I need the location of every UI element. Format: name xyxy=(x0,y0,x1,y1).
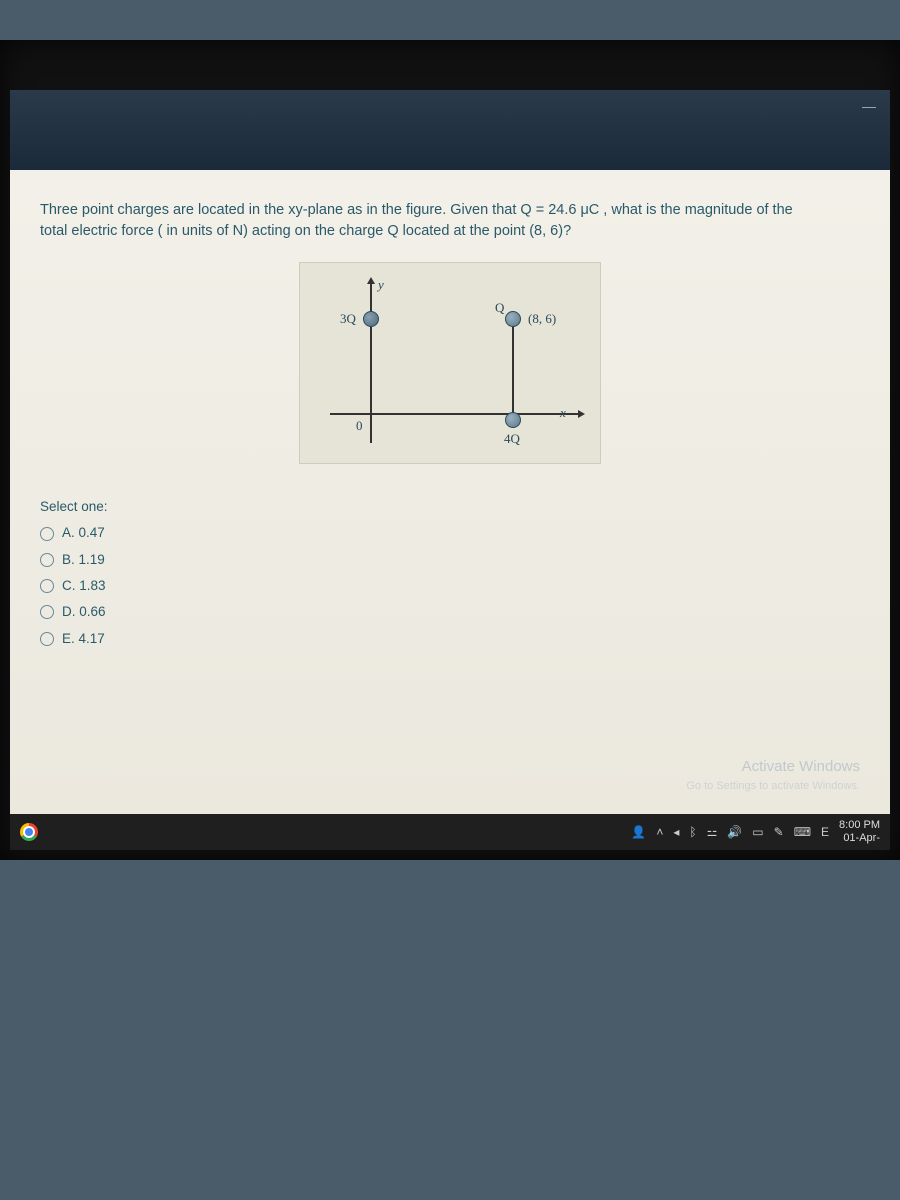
keyboard-icon[interactable]: ⌨ xyxy=(794,825,811,839)
radio-icon[interactable] xyxy=(40,605,54,619)
question-line-2: total electric force ( in units of N) ac… xyxy=(40,223,571,239)
answer-label: D. 0.66 xyxy=(62,599,106,625)
answer-block: Select one: A. 0.47 B. 1.19 C. 1.83 D. 0… xyxy=(40,494,860,652)
wifi-icon[interactable]: ⚍ xyxy=(707,825,718,839)
radio-icon[interactable] xyxy=(40,632,54,646)
location-icon[interactable]: ◂ xyxy=(673,825,679,839)
y-axis xyxy=(370,283,372,443)
x-axis xyxy=(330,413,580,415)
radio-icon[interactable] xyxy=(40,553,54,567)
activate-windows-sub: Go to Settings to activate Windows. xyxy=(686,780,860,792)
activate-windows-watermark: Activate Windows xyxy=(742,758,860,775)
label-y: y xyxy=(378,277,384,293)
charge-diagram: y x 0 3Q Q (8, 6) 4Q xyxy=(299,262,601,464)
bluetooth-icon[interactable]: ᛒ xyxy=(689,825,696,839)
answer-option-d[interactable]: D. 0.66 xyxy=(40,599,860,625)
pen-icon[interactable]: ✎ xyxy=(774,825,784,839)
label-x: x xyxy=(560,405,566,421)
radio-icon[interactable] xyxy=(40,579,54,593)
radio-icon[interactable] xyxy=(40,527,54,541)
answer-option-a[interactable]: A. 0.47 xyxy=(40,520,860,546)
battery-icon[interactable]: ▭ xyxy=(752,825,763,839)
taskbar-left xyxy=(20,823,38,841)
answer-label: A. 0.47 xyxy=(62,520,105,546)
question-line-1: Three point charges are located in the x… xyxy=(40,202,793,218)
taskbar-clock[interactable]: 8:00 PM 01-Apr- xyxy=(839,819,880,845)
answer-label: E. 4.17 xyxy=(62,626,105,652)
answer-option-b[interactable]: B. 1.19 xyxy=(40,547,860,573)
x-axis-arrow-icon xyxy=(578,410,585,418)
people-icon[interactable]: 👤 xyxy=(631,825,646,839)
question-text: Three point charges are located in the x… xyxy=(40,200,860,242)
label-4q: 4Q xyxy=(504,431,520,447)
taskbar-right: 👤 ˄ ◂ ᛒ ⚍ 🔊 ▭ ✎ ⌨ E 8:00 PM 01-Apr- xyxy=(631,819,880,845)
label-origin: 0 xyxy=(356,418,363,434)
chevron-up-icon[interactable]: ˄ xyxy=(656,825,663,839)
answer-label: C. 1.83 xyxy=(62,573,106,599)
minimize-icon[interactable]: — xyxy=(862,98,876,114)
answer-option-e[interactable]: E. 4.17 xyxy=(40,626,860,652)
clock-time: 8:00 PM xyxy=(839,819,880,832)
charge-4q-icon xyxy=(505,412,521,428)
sound-icon[interactable]: 🔊 xyxy=(727,825,742,839)
label-3q: 3Q xyxy=(340,311,356,327)
charge-3q-icon xyxy=(363,311,379,327)
quiz-content: Three point charges are located in the x… xyxy=(10,170,890,830)
answer-option-c[interactable]: C. 1.83 xyxy=(40,573,860,599)
taskbar[interactable]: 👤 ˄ ◂ ᛒ ⚍ 🔊 ▭ ✎ ⌨ E 8:00 PM 01-Apr- xyxy=(10,814,890,850)
label-coord: (8, 6) xyxy=(528,311,556,327)
window-controls: — xyxy=(862,98,876,114)
y-axis-arrow-icon xyxy=(367,277,375,284)
chrome-icon[interactable] xyxy=(20,823,38,841)
answer-label: B. 1.19 xyxy=(62,547,105,573)
clock-date: 01-Apr- xyxy=(839,832,880,845)
window-top-bar xyxy=(10,90,890,170)
select-one-prompt: Select one: xyxy=(40,494,860,520)
language-indicator[interactable]: E xyxy=(821,825,829,839)
charge-q-icon xyxy=(505,311,521,327)
monitor-screen: — Three point charges are located in the… xyxy=(0,40,900,860)
vertical-connector xyxy=(512,325,514,415)
label-q: Q xyxy=(495,300,504,316)
